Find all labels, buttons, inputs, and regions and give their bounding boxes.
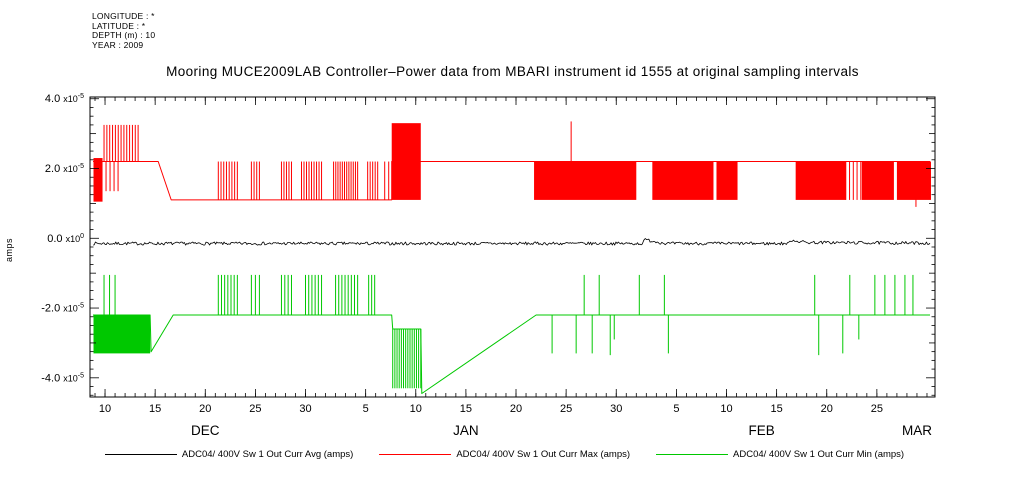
series-max-block: [534, 161, 637, 200]
legend-label-max: ADC04/ 400V Sw 1 Out Curr Max (amps): [456, 449, 631, 460]
legend-label-avg: ADC04/ 400V Sw 1 Out Curr Avg (amps): [181, 449, 354, 460]
x-tick-label: 30: [610, 403, 622, 415]
y-ticks: [90, 98, 935, 396]
plot-frame: [89, 96, 936, 398]
month-label: MAR: [902, 423, 932, 438]
x-ticks: [94, 97, 928, 397]
y-tick-label: -2.0 x10-5: [41, 303, 84, 315]
x-tick-label: 15: [771, 403, 783, 415]
header-info-line: DEPTH (m) : 10: [92, 30, 156, 40]
x-tick-label: 10: [410, 403, 422, 415]
y-tick-label: 2.0 x10-5: [45, 163, 84, 175]
y-tick-label: 4.0 x10-5: [45, 93, 84, 105]
series-max-block: [795, 161, 846, 200]
series-max-block: [896, 161, 931, 200]
y-tick-label: 0.0 x100: [47, 233, 84, 245]
legend-line-max: [379, 454, 452, 455]
month-label: FEB: [748, 423, 774, 438]
series-max-line: [93, 161, 930, 201]
axes-layer: 10 15 20 25 30 5 10 15 20 25 30 5 10 15 20 25 DEC JAN FEB M…: [41, 93, 936, 438]
x-tick-label: 20: [199, 403, 211, 415]
series-max: [93, 121, 931, 207]
series-min-block: [93, 315, 151, 354]
x-tick-label: 15: [460, 403, 472, 415]
header-info-line: LATITUDE : *: [92, 20, 146, 31]
header-info-line: YEAR : 2009: [92, 39, 144, 50]
legend-entry-max: ADC04/ 400V Sw 1 Out Curr Max (amps): [379, 449, 630, 460]
x-tick-label: 25: [249, 403, 261, 415]
x-tick-label: 25: [560, 403, 572, 415]
series-max-block: [93, 158, 103, 202]
chart-title: Mooring MUCE2009LAB Controller–Power dat…: [166, 64, 859, 79]
x-tick-label: 20: [510, 403, 522, 415]
series-min: [93, 274, 930, 394]
x-tick-label: 20: [821, 403, 833, 415]
series-avg: [92, 238, 931, 246]
x-tick-label: 10: [99, 403, 111, 415]
x-tick-label: 25: [871, 403, 883, 415]
series-min-line: [93, 314, 930, 394]
legend: ADC04/ 400V Sw 1 Out Curr Avg (amps) ADC0…: [0, 449, 1009, 460]
series-max-block: [652, 161, 714, 200]
x-tick-label: 5: [673, 403, 679, 415]
legend-entry-min: ADC04/ 400V Sw 1 Out Curr Min (amps): [656, 449, 904, 460]
y-tick-label: -4.0 x10-5: [41, 372, 84, 384]
legend-entry-avg: ADC04/ 400V Sw 1 Out Curr Avg (amps): [104, 449, 354, 460]
header-info-line: LONGITUDE : *: [92, 11, 155, 21]
x-tick-label: 30: [299, 403, 311, 415]
header-info: LONGITUDE : * LATITUDE : * DEPTH (m) : 10 Y…: [92, 11, 156, 50]
x-tick-label: 5: [363, 403, 369, 415]
month-label: DEC: [191, 423, 220, 438]
x-tick-label: 10: [720, 403, 732, 415]
series-avg-line: [92, 238, 931, 246]
legend-label-min: ADC04/ 400V Sw 1 Out Curr Min (amps): [733, 449, 905, 460]
legend-line-min: [656, 454, 729, 455]
x-tick-label: 15: [149, 403, 161, 415]
series-max-block: [716, 161, 738, 200]
legend-line-avg: [104, 454, 177, 455]
series-max-block: [861, 161, 894, 200]
series-layer: [92, 121, 931, 394]
month-label: JAN: [453, 423, 479, 438]
